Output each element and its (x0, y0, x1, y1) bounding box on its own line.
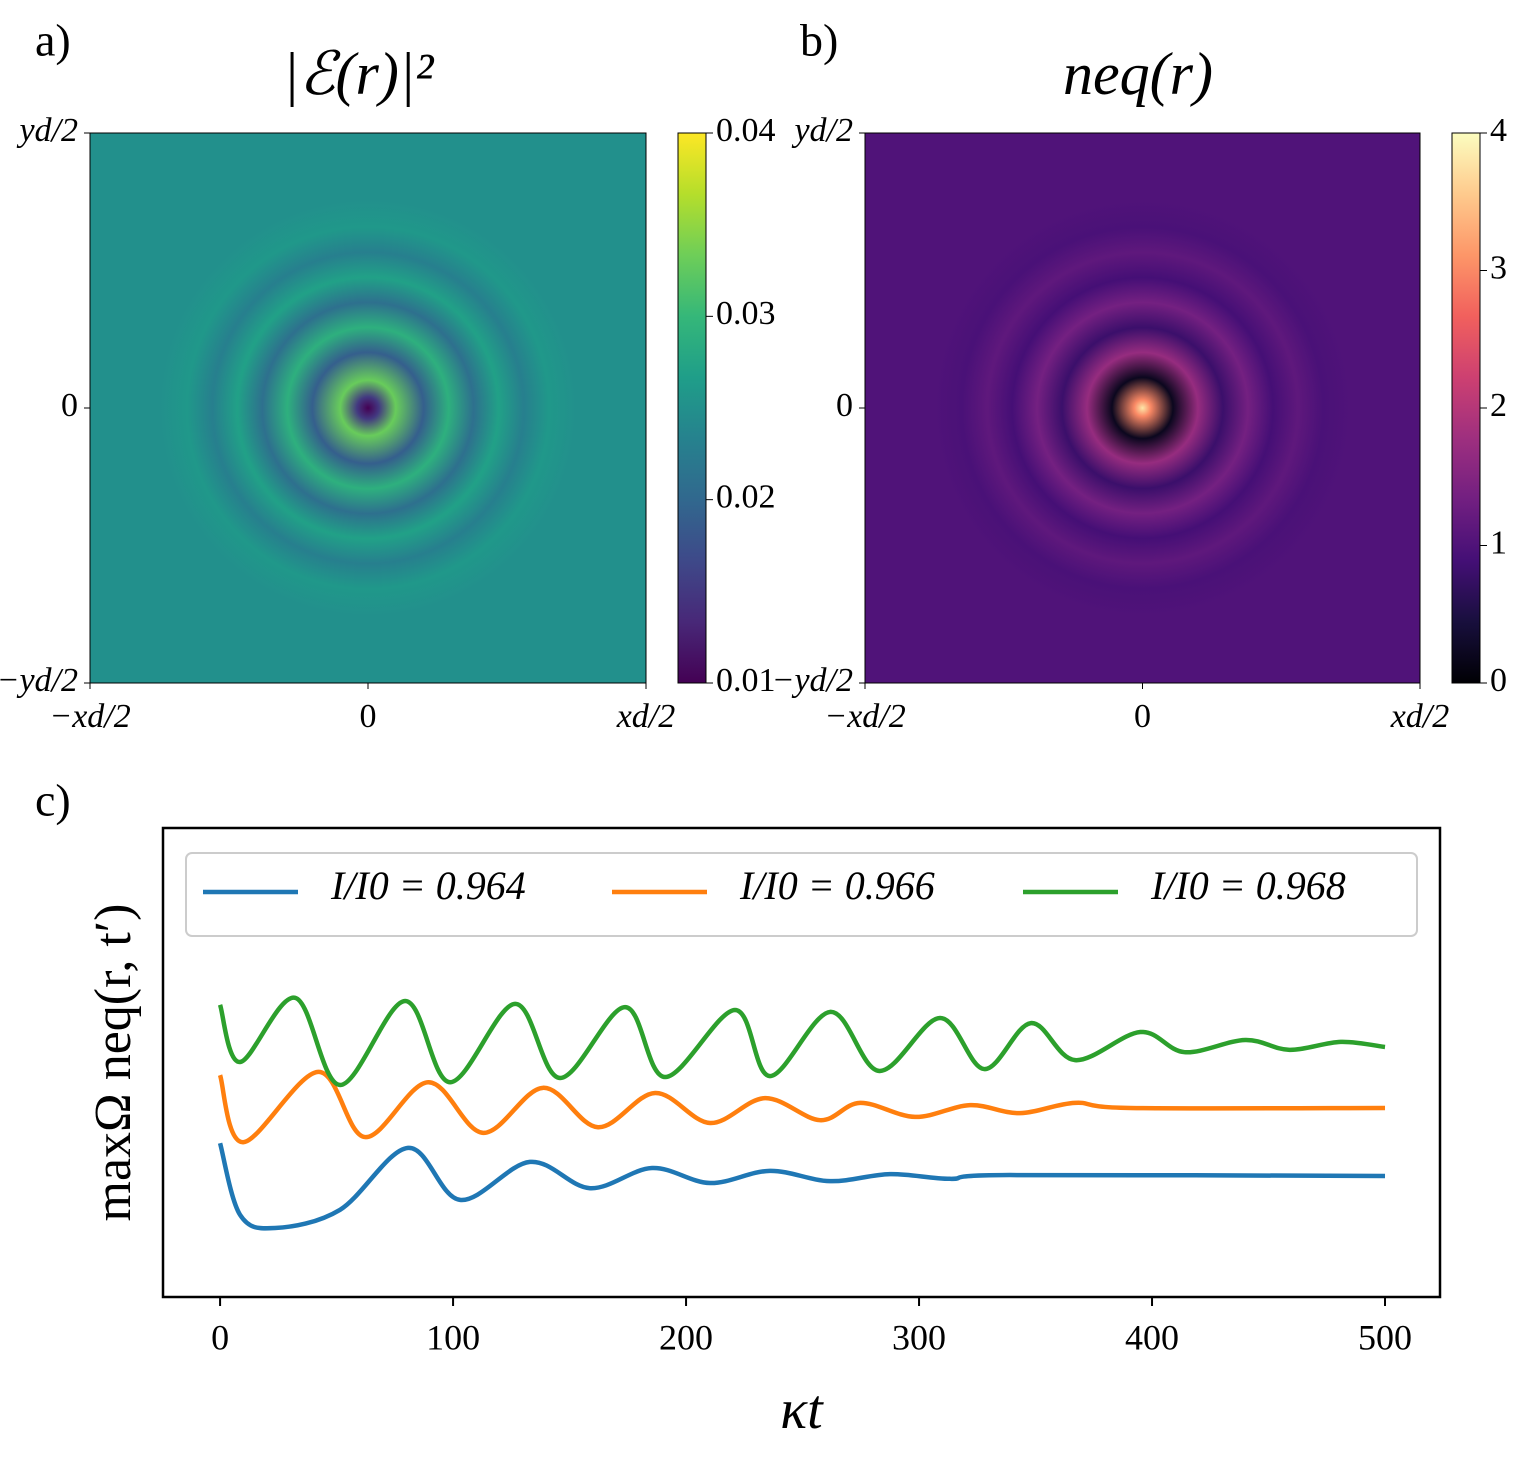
heatmap-image (864, 132, 1421, 684)
plot-frame (161, 826, 1442, 1299)
colorbar-tick-label: 0.03 (716, 295, 776, 332)
y-tick-label: 0 (61, 387, 78, 424)
x-tick-label: 0 (360, 698, 377, 735)
x-tick-label: xd/2 (1390, 698, 1450, 735)
colorbar (1451, 132, 1481, 684)
colorbar-tick-label: 1 (1490, 524, 1507, 561)
chart-title: |ℰ(r)|² (283, 41, 435, 107)
y-tick-label: 0 (836, 387, 853, 424)
colorbar-tick-label: 0 (1490, 662, 1507, 699)
x-tick-label: xd/2 (616, 698, 676, 735)
panel-label: a) (35, 15, 71, 66)
x-tick-label: −xd/2 (824, 698, 905, 735)
colorbar-tick-label: 0.01 (716, 662, 776, 699)
x-tick-label: 100 (426, 1317, 480, 1357)
series-line (217, 995, 1386, 1088)
x-tick-label: 0 (1134, 698, 1151, 735)
y-tick-label: −yd/2 (772, 662, 853, 699)
y-tick-label: yd/2 (791, 112, 853, 149)
x-tick-label: 300 (892, 1317, 946, 1357)
colorbar-tick-label: 0.04 (716, 112, 776, 149)
panel-label: b) (800, 15, 838, 66)
colorbar-tick-label: 4 (1490, 112, 1507, 149)
legend-box (185, 852, 1418, 937)
colorbar-tick-label: 0.02 (716, 478, 776, 515)
x-axis-label: κt (780, 1379, 824, 1441)
x-tick-label: −xd/2 (49, 698, 130, 735)
series-line (217, 1142, 1386, 1231)
legend-label: I/I0 = 0.968 (1150, 863, 1346, 908)
x-tick-label: 500 (1358, 1317, 1412, 1357)
x-tick-label: 200 (659, 1317, 713, 1357)
heatmap-image (89, 132, 647, 684)
y-tick-label: −yd/2 (0, 662, 78, 699)
panel-label: c) (35, 775, 71, 826)
colorbar-tick-label: 2 (1490, 387, 1507, 424)
series-line (217, 1069, 1386, 1145)
x-tick-label: 400 (1125, 1317, 1179, 1357)
colorbar (677, 132, 707, 684)
legend-label: I/I0 = 0.964 (330, 863, 526, 908)
y-tick-label: yd/2 (16, 112, 78, 149)
x-tick-label: 0 (211, 1317, 229, 1357)
colorbar-tick-label: 3 (1490, 249, 1507, 286)
chart-title: neq(r) (1063, 41, 1213, 107)
legend-label: I/I0 = 0.966 (739, 863, 935, 908)
y-axis-label: maxΩ neq(r, t′) (85, 904, 142, 1222)
